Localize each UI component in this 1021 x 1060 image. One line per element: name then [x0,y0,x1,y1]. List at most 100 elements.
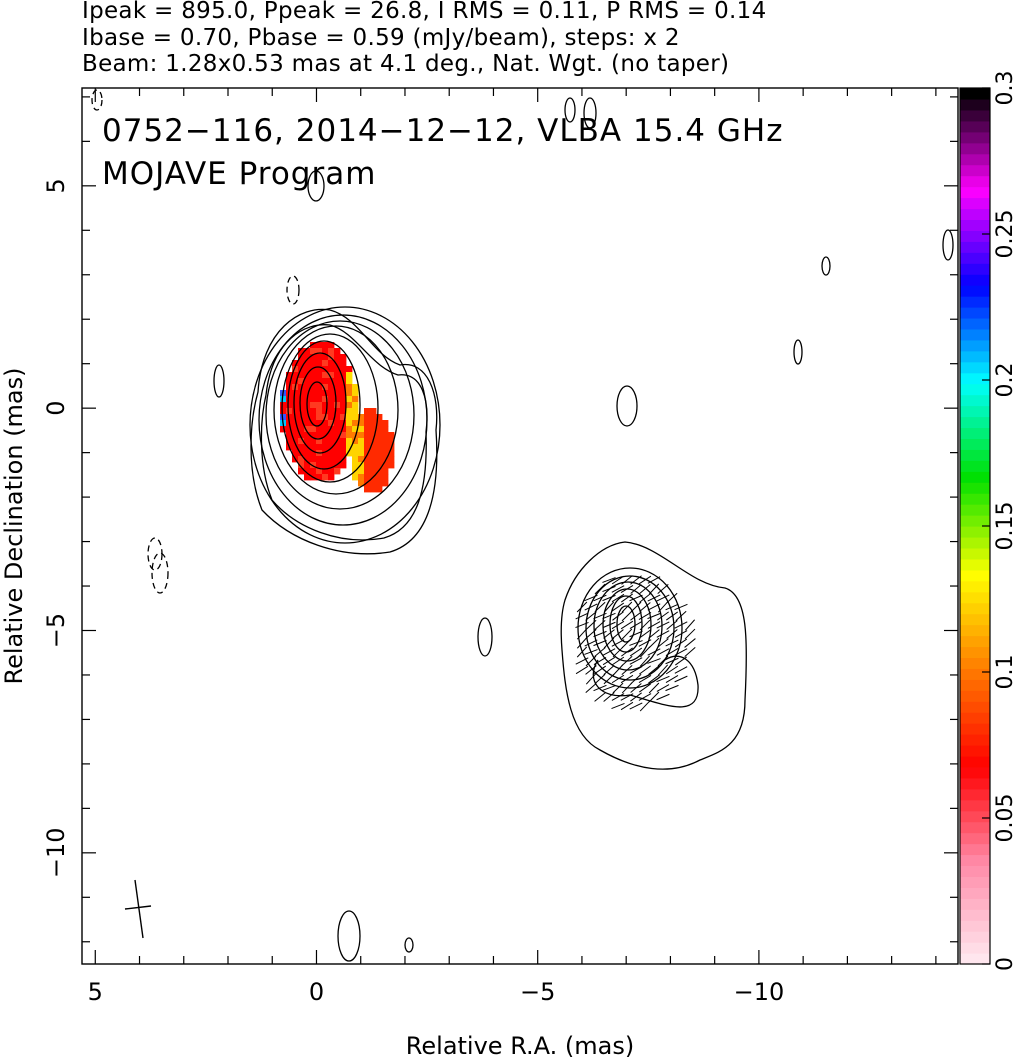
evpa-tick [674,603,688,611]
evpa-tick [665,665,679,675]
colorbar-band [960,723,990,735]
evpa-tick [639,593,651,603]
x-axis-label: Relative R.A. (mas) [406,1032,634,1060]
evpa-tick [621,637,633,649]
pol-pixel [364,420,371,427]
evpa-tick [594,673,606,685]
colorbar-band [960,416,990,429]
pol-pixel [382,438,389,445]
pol-pixel [286,438,293,445]
pol-pixel [316,348,323,355]
evpa-tick [621,647,633,657]
colorbar-tick-label: 0.3 [993,71,1018,106]
core-outer-contour [260,324,428,541]
pol-pixel [310,390,317,397]
evpa-tick [639,602,651,612]
pol-pixel [334,408,341,415]
colorbar-band [960,953,990,965]
y-tick-label: −10 [42,828,70,879]
pol-pixel [298,432,305,439]
pol-pixel [328,432,335,439]
noise-contour [337,910,361,962]
pol-pixel [340,438,347,445]
colorbar-band [960,580,990,593]
colorbar-band [960,504,990,516]
colorbar-band [960,285,990,297]
colorbar-band [960,591,990,604]
evpa-tick [593,594,607,602]
noise-contour [821,256,831,276]
colorbar-band [960,383,990,396]
colorbar-band [960,197,990,210]
colorbar-band [960,394,990,407]
evpa-tick [674,621,688,629]
pol-pixel [322,438,329,445]
colorbar-tick-label: 0.1 [993,655,1018,690]
pol-pixel [340,450,347,457]
evpa-tick [629,621,643,629]
pol-pixel [382,462,389,469]
evpa-tick [630,584,642,594]
pol-pixel [328,456,335,463]
colorbar-band [960,241,990,253]
colorbar-band [960,142,990,155]
evpa-tick [638,693,652,701]
colorbar-band [960,799,990,812]
pol-pixel [316,372,323,379]
pol-pixel [370,468,377,475]
pol-pixel [328,402,335,409]
y-tick-label: −5 [42,613,70,648]
evpa-tick [629,702,643,710]
colorbar-band [960,734,990,746]
pol-pixel [298,348,305,355]
pol-pixel [364,444,371,451]
colorbar-band [960,88,990,100]
evpa-tick [656,630,670,638]
evpa-tick [639,655,651,667]
evpa-tick [612,629,624,639]
evpa-tick [675,656,687,666]
evpa-tick [639,683,651,693]
pol-pixel [352,384,359,391]
pol-pixel [364,432,371,439]
pol-pixel [334,396,341,403]
evpa-tick [656,684,670,692]
pol-pixel [310,462,317,469]
pol-pixel [370,432,377,439]
evpa-tick [638,612,652,620]
pol-pixel [328,420,335,427]
evpa-tick [621,610,633,622]
pol-pixel [346,396,353,403]
evpa-tick [630,611,642,621]
pol-pixel [280,414,287,421]
pol-pixel [322,450,329,457]
negative-contour [151,552,169,594]
evpa-tick [656,594,670,602]
evpa-tick [648,665,660,675]
colorbar-band [960,493,990,505]
pol-pixel [316,360,323,367]
plot-title-line-2: MOJAVE Program [102,156,376,192]
pol-pixel [292,390,299,397]
colorbar-band [960,876,990,888]
core-outer-contour [250,308,438,555]
pol-pixel [370,426,377,433]
pol-pixel [370,420,377,427]
evpa-tick [647,576,661,584]
pol-pixel [352,396,359,403]
pol-pixel [346,378,353,385]
pol-pixel [328,342,335,349]
plot-title-line-1: 0752−116, 2014−12−12, VLBA 15.4 GHz [102,113,783,149]
evpa-tick [576,637,588,649]
header-line-3: Beam: 1.28x0.53 mas at 4.1 deg., Nat. Wg… [82,51,730,77]
colorbar-band [960,208,990,220]
colorbar-band [960,263,990,275]
pol-pixel [364,438,371,445]
pol-pixel [304,414,311,421]
pol-pixel [388,450,395,457]
evpa-tick [629,630,643,638]
colorbar-tick-label: 0.15 [993,502,1018,551]
pol-pixel [298,450,305,457]
x-tick-label: −5 [520,978,555,1006]
pol-pixel [328,378,335,385]
